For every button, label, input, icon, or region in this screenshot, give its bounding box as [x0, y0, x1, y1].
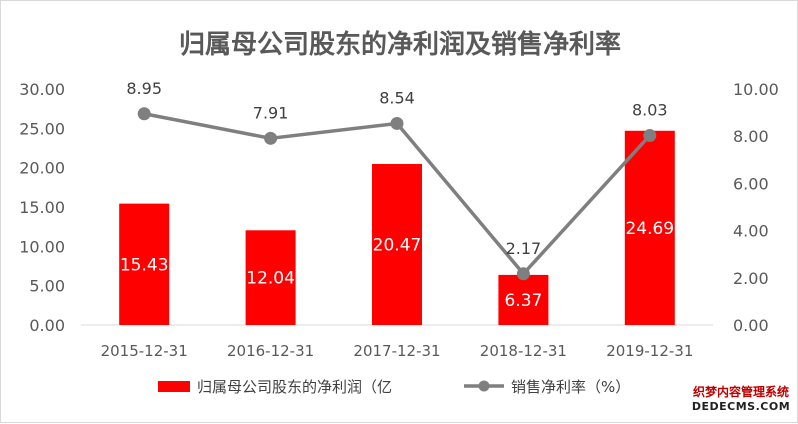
- x-tick-label: 2016-12-31: [227, 342, 314, 360]
- x-tick-label: 2015-12-31: [101, 342, 188, 360]
- watermark-line2: DEDECMS.COM: [691, 400, 791, 413]
- bar-data-label: 6.37: [504, 291, 542, 311]
- watermark-line1: 织梦内容管理系统: [692, 385, 789, 399]
- y-right-tick-label: 4.00: [733, 222, 769, 241]
- legend-line-label: 销售净利率（%）: [511, 378, 630, 396]
- bar-data-label: 15.43: [120, 255, 169, 275]
- bar-series: [119, 130, 675, 325]
- line-series-points: [137, 107, 657, 281]
- bar-data-label: 12.04: [246, 269, 295, 289]
- watermark-logo: 织梦内容管理系统 DEDECMS.COM: [689, 384, 793, 418]
- bar-data-labels: 15.43 12.04 20.47 6.37 24.69: [120, 219, 674, 311]
- legend-bar-label: 归属母公司股东的净利润（亿: [197, 378, 392, 396]
- y-left-tick-label: 15.00: [19, 198, 65, 217]
- legend-line-marker: [478, 380, 490, 392]
- line-point: [390, 116, 404, 130]
- x-axis: 2015-12-31 2016-12-31 2017-12-31 2018-12-31…: [101, 342, 694, 360]
- y-right-tick-label: 2.00: [733, 269, 769, 288]
- bar: [498, 274, 549, 325]
- line-data-label: 8.54: [379, 88, 415, 107]
- y-left-tick-label: 30.00: [19, 80, 65, 99]
- y-left-tick-label: 10.00: [19, 237, 65, 256]
- y-right-tick-label: 6.00: [733, 174, 769, 193]
- line-point: [643, 128, 657, 142]
- line-point: [264, 131, 278, 145]
- bar-data-label: 20.47: [373, 235, 422, 255]
- y-right-tick-label: 8.00: [733, 127, 769, 146]
- line-data-label: 7.91: [253, 103, 289, 122]
- bar-data-label: 24.69: [625, 219, 674, 239]
- line-point: [516, 267, 530, 281]
- line-data-label: 2.17: [506, 239, 542, 258]
- legend: 归属母公司股东的净利润（亿 销售净利率（%）: [158, 378, 630, 396]
- x-tick-label: 2017-12-31: [353, 342, 440, 360]
- y-left-tick-label: 5.00: [29, 277, 65, 296]
- x-tick-label: 2019-12-31: [606, 342, 693, 360]
- y-left-tick-label: 20.00: [19, 159, 65, 178]
- line-data-label: 8.95: [126, 79, 162, 98]
- legend-bar-swatch: [158, 381, 190, 392]
- y-right-tick-label: 10.00: [733, 80, 779, 99]
- y-axis-left: 0.00 5.00 10.00 15.00 20.00 25.00 30.00: [19, 80, 65, 335]
- line-data-label: 8.03: [632, 100, 668, 119]
- chart-title: 归属母公司股东的净利润及销售净利率: [179, 29, 621, 60]
- bar: [372, 163, 422, 325]
- y-right-tick-label: 0.00: [733, 316, 769, 335]
- x-tick-label: 2018-12-31: [480, 342, 567, 360]
- y-left-tick-label: 0.00: [29, 316, 65, 335]
- line-data-labels: 8.95 7.91 8.54 2.17 8.03: [126, 79, 667, 258]
- bar: [119, 203, 170, 325]
- bar: [624, 130, 675, 325]
- line-point: [137, 107, 151, 121]
- y-axis-right: 0.00 2.00 4.00 6.00 8.00 10.00: [733, 80, 779, 335]
- y-left-tick-label: 25.00: [19, 119, 65, 138]
- bar: [245, 230, 296, 325]
